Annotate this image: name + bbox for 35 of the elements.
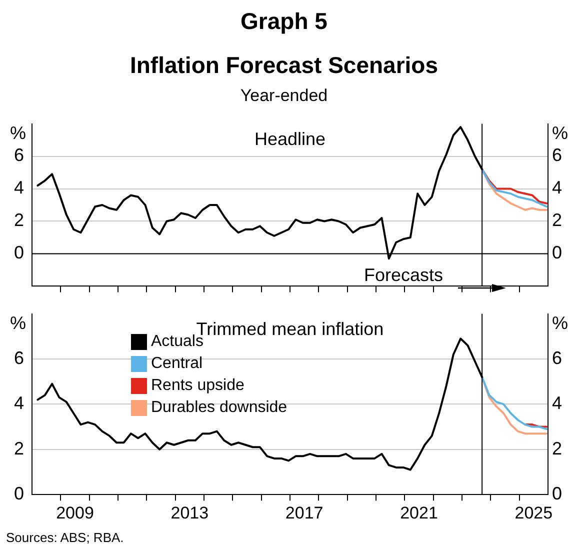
y-axis-title: % [10,312,26,333]
y-tick-label: 2 [14,210,24,230]
legend-label: Central [151,354,203,374]
y-tick-label: 4 [14,178,24,198]
y2-axis-title: % [552,122,568,143]
y-tick-label: 0 [14,484,24,504]
y2-tick-label: 0 [552,242,562,263]
annotation: Forecasts [364,265,444,286]
y-tick-label: 6 [14,348,24,368]
x-tick-label: 2021 [400,503,438,522]
y2-tick-label: 4 [552,393,562,414]
y-axis-title: % [10,122,26,143]
text: Inflation Forecast Scenarios [128,52,440,79]
y2-tick-label: 2 [552,438,562,458]
x-tick-label: 2025 [514,503,553,522]
legend-label: Actuals [151,333,204,352]
source-note: Sources: ABS; RBA. [6,530,124,545]
y2-tick-label: 6 [552,348,562,368]
y-tick-label: 4 [14,393,24,414]
x-tick-label: 2017 [285,503,324,522]
y-tick-label: 2 [14,438,24,458]
text: Year-ended [239,86,329,106]
legend-label: Durables downside [151,398,288,418]
y2-tick-label: 0 [552,484,562,504]
legend-label: Rents upside [151,376,244,396]
y2-axis-title: % [552,312,568,333]
x-tick-label: 2009 [56,503,94,522]
caption: Graph 5 [240,8,328,35]
y-tick-label: 0 [14,242,24,263]
chart-title: Headline [254,128,326,149]
y2-tick-label: 2 [552,210,562,230]
y-tick-label: 6 [14,145,24,166]
y2-tick-label: 4 [552,178,562,198]
x-tick-label: 2013 [170,503,209,522]
y2-tick-label: 6 [552,145,562,166]
